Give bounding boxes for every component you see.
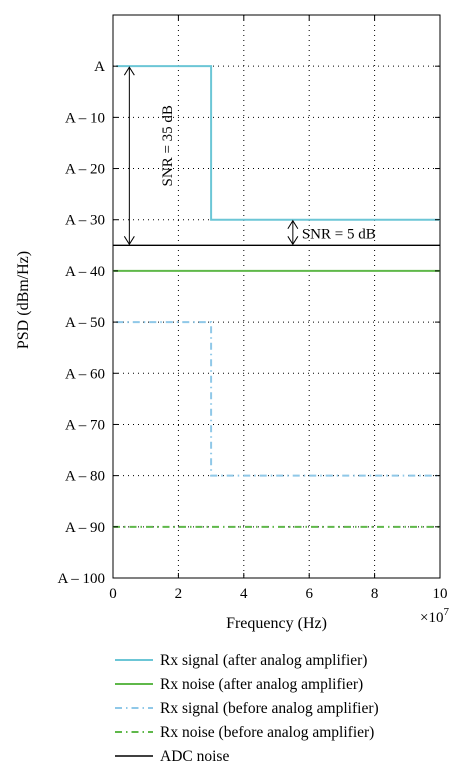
x-tick-label: 8 [371, 586, 379, 602]
y-tick-label: A – 90 [65, 520, 105, 536]
snr35-arrow-head-top [123, 66, 135, 76]
x-tick-label: 6 [305, 586, 313, 602]
y-tick-label: A – 80 [65, 469, 105, 485]
x-tick-label: 0 [109, 586, 117, 602]
tick-layer: 0 2 4 6 8 10 A A – 10 A – 20 A – 30 A – 40 A – 50 A … [57, 15, 448, 602]
series-line-3 [116, 321, 440, 477]
legend-label-2: Rx noise (after analog amplifier) [160, 676, 363, 693]
y-tick-label: A – 10 [65, 110, 105, 126]
snr35-label: SNR = 35 dB [160, 105, 176, 186]
y-tick-label: A – 50 [65, 315, 105, 331]
annotation-layer: SNR = 35 dB SNR = 5 dB [123, 66, 376, 246]
y-tick-label: A – 100 [57, 571, 105, 587]
snr5-arrow-head-bottom [287, 236, 299, 246]
y-axis-label: PSD (dBm/Hz) [15, 251, 32, 349]
legend: Rx signal (after analog amplifier) Rx noi… [115, 652, 379, 765]
x-tick-label: 4 [240, 586, 248, 602]
legend-label-4: Rx noise (before analog amplifier) [160, 724, 374, 741]
legend-label-3: Rx signal (before analog amplifier) [160, 700, 379, 717]
y-tick-label: A – 60 [65, 366, 105, 382]
plot-frame [112, 14, 441, 579]
series-layer [113, 65, 440, 528]
y-tick-label: A [94, 59, 105, 75]
snr35-arrow-head-bottom [123, 236, 135, 246]
snr5-label: SNR = 5 dB [302, 227, 376, 243]
y-tick-label: A – 70 [65, 417, 105, 433]
series-line-1 [116, 65, 440, 221]
snr5-arrow-head-top [287, 219, 299, 229]
legend-label-5: ADC noise [160, 748, 229, 765]
y-tick-label: A – 20 [65, 162, 105, 178]
x-tick-label: 10 [433, 586, 448, 602]
legend-label-1: Rx signal (after analog amplifier) [160, 652, 367, 669]
x-scale-multiplier: ×107 [420, 606, 449, 626]
x-tick-label: 2 [175, 586, 183, 602]
y-tick-label: A – 40 [65, 264, 105, 280]
x-axis-label: Frequency (Hz) [226, 615, 327, 632]
y-tick-label: A – 30 [65, 213, 105, 229]
